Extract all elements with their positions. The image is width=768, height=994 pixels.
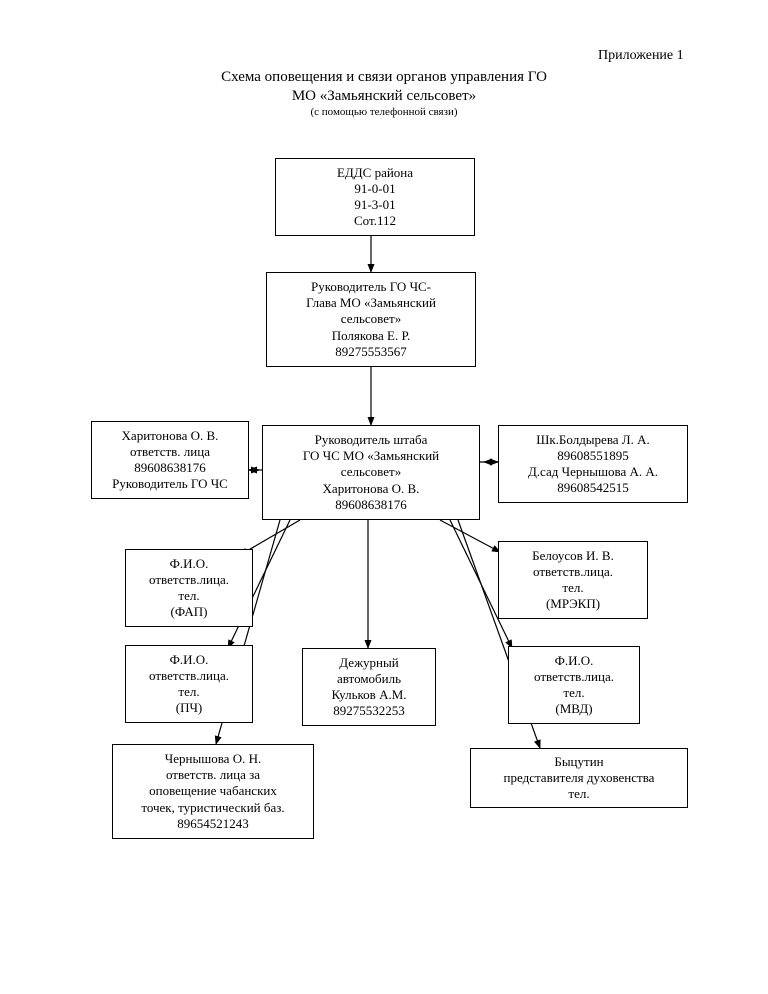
node-mvd-line: (МВД) bbox=[555, 701, 592, 717]
node-left_haritonova-line: ответств. лица bbox=[130, 444, 210, 460]
node-mvd-line: ответств.лица. bbox=[534, 669, 614, 685]
node-edds-line: ЕДДС района bbox=[337, 165, 413, 181]
node-right_schools-line: 89608551895 bbox=[557, 448, 629, 464]
node-mvd-line: тел. bbox=[563, 685, 584, 701]
node-mrekp-line: (МРЭКП) bbox=[546, 596, 600, 612]
node-pch: Ф.И.О.ответств.лица.тел.(ПЧ) bbox=[125, 645, 253, 723]
node-staff-line: Руководитель штаба bbox=[315, 432, 428, 448]
node-chernyshova-line: оповещение чабанских bbox=[149, 783, 277, 799]
node-mrekp-line: тел. bbox=[562, 580, 583, 596]
node-left_haritonova-line: Руководитель ГО ЧС bbox=[112, 476, 228, 492]
node-right_schools-line: 89608542515 bbox=[557, 480, 629, 496]
annex-label: Приложение 1 bbox=[598, 48, 684, 64]
node-mrekp-line: Белоусов И. В. bbox=[532, 548, 614, 564]
node-pch-line: Ф.И.О. bbox=[170, 652, 209, 668]
node-right_schools-line: Шк.Болдырева Л. А. bbox=[536, 432, 650, 448]
node-fap-line: ответств.лица. bbox=[149, 572, 229, 588]
node-staff: Руководитель штабаГО ЧС МО «Замьянскийсе… bbox=[262, 425, 480, 520]
node-duty_car-line: Дежурный bbox=[339, 655, 398, 671]
node-edds: ЕДДС района91-0-0191-3-01Сот.112 bbox=[275, 158, 475, 236]
node-head-line: Полякова Е. Р. bbox=[332, 328, 411, 344]
node-head-line: Руководитель ГО ЧС- bbox=[311, 279, 431, 295]
node-pch-line: ответств.лица. bbox=[149, 668, 229, 684]
node-head-line: Глава МО «Замьянский bbox=[306, 295, 436, 311]
node-staff-line: сельсовет» bbox=[341, 464, 401, 480]
node-staff-line: Харитонова О. В. bbox=[323, 481, 420, 497]
node-chernyshova-line: точек, туристический баз. bbox=[141, 800, 284, 816]
node-left_haritonova-line: Харитонова О. В. bbox=[122, 428, 219, 444]
node-right_schools-line: Д.сад Чернышова А. А. bbox=[528, 464, 658, 480]
node-mvd-line: Ф.И.О. bbox=[555, 653, 594, 669]
node-mvd: Ф.И.О.ответств.лица.тел.(МВД) bbox=[508, 646, 640, 724]
node-left_haritonova-line: 89608638176 bbox=[134, 460, 206, 476]
title-line-2: МО «Замьянский сельсовет» bbox=[134, 87, 634, 106]
node-chernyshova-line: ответств. лица за bbox=[166, 767, 260, 783]
node-pch-line: (ПЧ) bbox=[176, 700, 203, 716]
node-right_schools: Шк.Болдырева Л. А.89608551895Д.сад Черны… bbox=[498, 425, 688, 503]
node-fap-line: Ф.И.О. bbox=[170, 556, 209, 572]
node-staff-line: 89608638176 bbox=[335, 497, 407, 513]
node-left_haritonova: Харитонова О. В.ответств. лица8960863817… bbox=[91, 421, 249, 499]
node-head: Руководитель ГО ЧС-Глава МО «Замьянскийс… bbox=[266, 272, 476, 367]
node-mrekp: Белоусов И. В.ответств.лица.тел.(МРЭКП) bbox=[498, 541, 648, 619]
node-chernyshova: Чернышова О. Н.ответств. лица заоповещен… bbox=[112, 744, 314, 839]
node-clergy: Быцутинпредставителя духовенствател. bbox=[470, 748, 688, 808]
node-mrekp-line: ответств.лица. bbox=[533, 564, 613, 580]
node-edds-line: 91-0-01 bbox=[354, 181, 395, 197]
page: { "page": { "width": 768, "height": 994,… bbox=[0, 0, 768, 994]
node-clergy-line: представителя духовенства bbox=[504, 770, 655, 786]
node-head-line: 89275553567 bbox=[335, 344, 407, 360]
node-clergy-line: тел. bbox=[568, 786, 589, 802]
title-line-1: Схема оповещения и связи органов управле… bbox=[134, 68, 634, 87]
node-chernyshova-line: Чернышова О. Н. bbox=[165, 751, 261, 767]
node-duty_car-line: автомобиль bbox=[337, 671, 401, 687]
node-duty_car-line: Кульков А.М. bbox=[331, 687, 406, 703]
node-fap-line: (ФАП) bbox=[171, 604, 208, 620]
node-staff-line: ГО ЧС МО «Замьянский bbox=[303, 448, 439, 464]
node-head-line: сельсовет» bbox=[341, 311, 401, 327]
page-title: Схема оповещения и связи органов управле… bbox=[134, 68, 634, 119]
node-edds-line: Сот.112 bbox=[354, 213, 396, 229]
node-chernyshova-line: 89654521243 bbox=[177, 816, 249, 832]
title-subtitle: (с помощью телефонной связи) bbox=[134, 106, 634, 120]
node-pch-line: тел. bbox=[178, 684, 199, 700]
node-edds-line: 91-3-01 bbox=[354, 197, 395, 213]
node-duty_car-line: 89275532253 bbox=[333, 703, 405, 719]
node-duty_car: ДежурныйавтомобильКульков А.М.8927553225… bbox=[302, 648, 436, 726]
node-fap-line: тел. bbox=[178, 588, 199, 604]
node-fap: Ф.И.О.ответств.лица.тел.(ФАП) bbox=[125, 549, 253, 627]
edge-e6 bbox=[440, 520, 500, 552]
node-clergy-line: Быцутин bbox=[554, 754, 603, 770]
